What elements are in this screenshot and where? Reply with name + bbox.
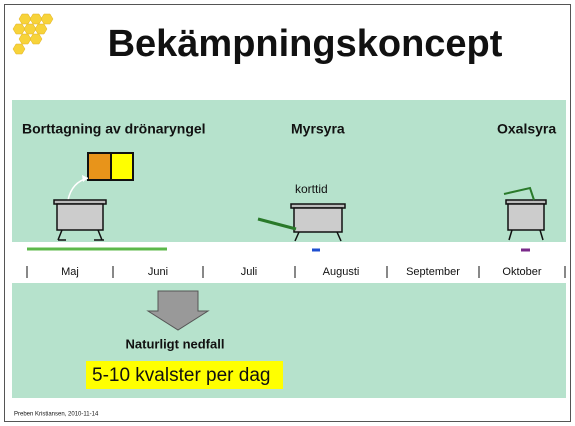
month-label: Maj — [61, 266, 79, 278]
month-label: Oktober — [502, 266, 541, 278]
slide: Bekämpningskoncept Borttagning av drönar… — [0, 0, 575, 426]
month-label: Augusti — [323, 266, 360, 278]
treatment-heading: Myrsyra — [291, 121, 345, 137]
treatment-note: korttid — [295, 182, 328, 196]
month-label: Juli — [241, 266, 258, 278]
treatment-heading: Borttagning av drönaryngel — [22, 121, 206, 137]
callout: 5-10 kvalster per dag — [92, 365, 271, 386]
title: Bekämpningskoncept — [108, 23, 503, 65]
footer: Preben Kristiansen, 2010-11-14 — [14, 412, 99, 418]
drone-frame — [111, 153, 133, 180]
drop-label: Naturligt nedfall — [126, 336, 225, 351]
month-label: September — [406, 266, 460, 278]
page: {"header": {"title": "Bekämpningskoncept… — [0, 0, 575, 426]
treatment-heading: Oxalsyra — [497, 121, 556, 137]
drone-frame — [88, 153, 111, 180]
month-label: Juni — [148, 266, 168, 278]
